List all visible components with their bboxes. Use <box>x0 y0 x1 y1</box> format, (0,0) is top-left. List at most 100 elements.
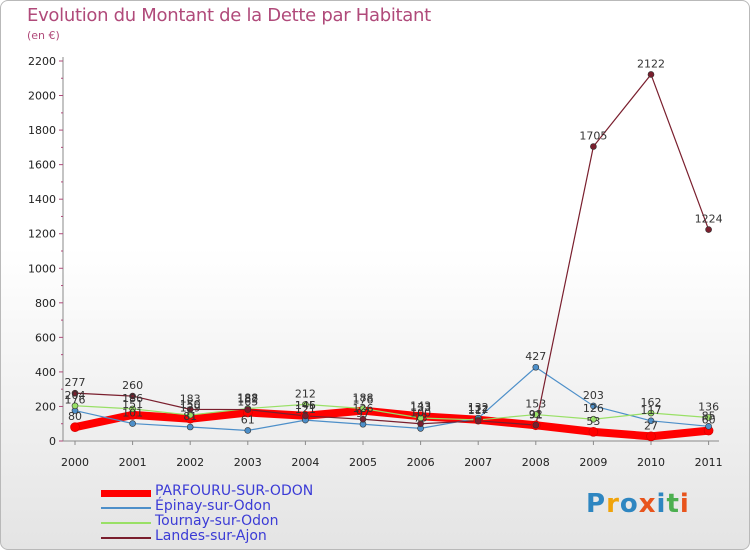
data-label: 133 <box>410 401 431 414</box>
y-tick-label: 1600 <box>28 159 56 172</box>
y-tick-label: 1800 <box>28 124 56 137</box>
data-label: 129 <box>180 402 201 415</box>
data-label: 1705 <box>579 130 607 143</box>
data-label: 162 <box>641 396 662 409</box>
y-tick-label: 200 <box>35 400 56 413</box>
chart-title: Evolution du Montant de la Dette par Hab… <box>27 5 431 26</box>
data-label: 122 <box>468 403 489 416</box>
data-label: 80 <box>68 410 82 423</box>
data-label: 186 <box>122 392 143 405</box>
data-point <box>129 405 136 413</box>
y-tick-label: 2000 <box>28 90 56 103</box>
data-label: 132 <box>468 401 489 414</box>
data-label: 126 <box>583 402 604 415</box>
data-label: 153 <box>525 398 546 411</box>
data-label: 260 <box>122 379 143 392</box>
y-tick-label: 1000 <box>28 262 56 275</box>
x-tick-label: 2001 <box>119 456 147 469</box>
data-label: 126 <box>353 402 374 415</box>
data-point <box>186 406 194 413</box>
data-point <box>647 71 655 78</box>
data-label: 60 <box>702 414 716 427</box>
data-label: 182 <box>237 393 258 406</box>
data-label: 85 <box>702 409 716 422</box>
series-line-3 <box>74 73 710 426</box>
x-tick-label: 2005 <box>349 456 377 469</box>
data-point <box>244 406 252 413</box>
data-point <box>590 402 597 410</box>
x-tick-label: 2000 <box>61 456 89 469</box>
data-point <box>474 417 482 425</box>
x-tick-label: 2011 <box>695 456 723 469</box>
chart-unit-label: (en €) <box>27 29 60 42</box>
x-tick-label: 2004 <box>291 456 319 469</box>
data-point <box>302 412 309 420</box>
series-line-0 <box>74 406 709 441</box>
data-point <box>359 415 367 423</box>
data-label: 117 <box>468 404 489 417</box>
y-tick-label: 800 <box>35 297 56 310</box>
data-label: 101 <box>122 407 143 420</box>
y-tick-label: 400 <box>35 366 56 379</box>
y-tick-label: 1200 <box>28 228 56 241</box>
legend-label: Épinay-sur-Odon <box>155 498 271 514</box>
data-point <box>647 409 655 417</box>
data-label: 92 <box>529 408 543 421</box>
data-label: 117 <box>641 404 662 417</box>
data-point <box>129 420 136 427</box>
y-tick-label: 2200 <box>28 55 56 68</box>
data-point <box>186 423 194 431</box>
data-point <box>71 389 79 397</box>
data-point <box>532 363 540 371</box>
data-label: 203 <box>583 389 604 402</box>
data-label: 188 <box>353 392 374 405</box>
data-label: 53 <box>586 415 600 428</box>
data-label: 277 <box>65 376 86 389</box>
data-point <box>417 420 424 428</box>
data-point <box>302 401 309 408</box>
data-point <box>359 405 367 412</box>
data-label: 176 <box>65 394 86 407</box>
data-label: 150 <box>180 398 201 411</box>
data-label: 27 <box>644 419 658 432</box>
data-label: 165 <box>237 396 258 409</box>
data-point <box>532 411 540 418</box>
series-line-2 <box>74 403 709 421</box>
series-line-1 <box>74 366 709 432</box>
x-tick-label: 2008 <box>522 456 550 469</box>
data-point <box>588 427 599 437</box>
x-tick-label: 2006 <box>407 456 435 469</box>
x-tick-label: 2010 <box>637 456 665 469</box>
data-label: 1224 <box>695 213 723 226</box>
legend-swatch <box>101 522 151 524</box>
data-label: 143 <box>410 399 431 412</box>
data-label: 100 <box>410 407 431 420</box>
data-label: 183 <box>180 392 201 405</box>
y-tick-label: 600 <box>35 331 56 344</box>
y-tick-label: 1400 <box>28 193 56 206</box>
legend-swatch <box>101 490 151 497</box>
data-label: 136 <box>698 401 719 414</box>
data-label: 188 <box>237 392 258 405</box>
data-label: 151 <box>122 398 143 411</box>
data-point <box>590 415 597 423</box>
data-point <box>532 421 540 429</box>
data-point <box>590 143 597 150</box>
data-label: 204 <box>65 389 86 402</box>
data-label: 121 <box>295 403 316 416</box>
x-tick-label: 2003 <box>234 456 262 469</box>
y-tick-label: 0 <box>49 435 56 448</box>
data-point <box>646 431 656 442</box>
data-label: 145 <box>295 399 316 412</box>
legend-swatch <box>101 507 151 509</box>
data-point <box>705 226 712 233</box>
data-label: 212 <box>295 387 316 400</box>
data-label: 91 <box>529 408 543 421</box>
data-point <box>705 423 712 430</box>
data-label: 73 <box>414 411 428 424</box>
legend-label: Tournay-sur-Odon <box>155 513 279 529</box>
x-tick-label: 2002 <box>176 456 204 469</box>
data-label: 81 <box>183 410 197 423</box>
